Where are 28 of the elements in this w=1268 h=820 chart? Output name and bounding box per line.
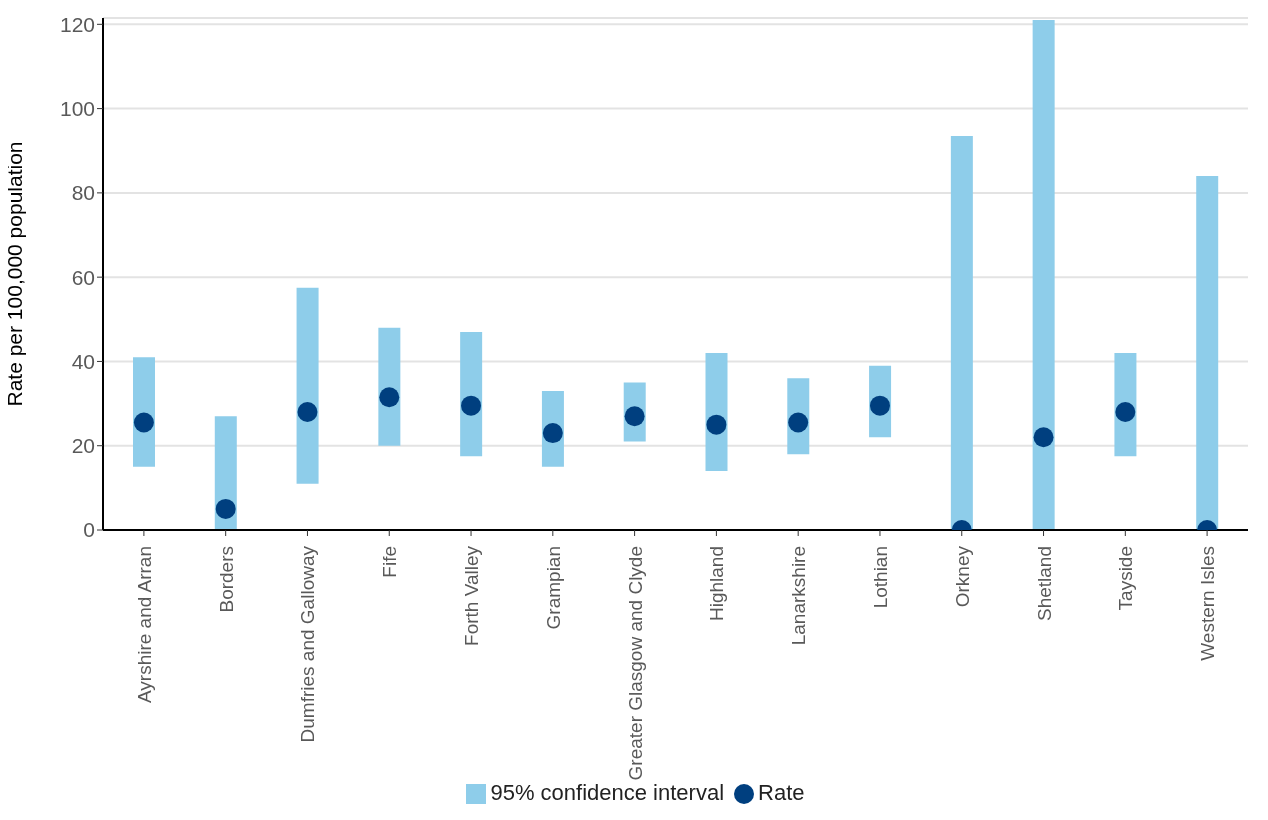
- bar: [296, 287, 319, 484]
- x-tick-label: Western Isles: [1197, 546, 1219, 661]
- legend-label: Rate: [758, 780, 805, 805]
- bar: [1196, 176, 1219, 530]
- bar: [950, 135, 973, 530]
- x-tick-label: Greater Glasgow and Clyde: [624, 546, 646, 781]
- legend-label: 95% confidence interval: [490, 780, 725, 805]
- y-tick-label: 120: [59, 12, 95, 36]
- y-tick-label: 40: [71, 349, 95, 373]
- y-tick-label: 0: [83, 518, 95, 542]
- x-tick-label: Shetland: [1033, 546, 1055, 622]
- x-tick-label: Grampian: [542, 546, 564, 630]
- x-tick-label: Orkney: [951, 545, 973, 608]
- y-tick-label: 80: [71, 181, 95, 205]
- x-tick-label: Forth Valley: [461, 545, 483, 646]
- bar: [1032, 20, 1055, 530]
- x-tick-label: Fife: [379, 546, 401, 578]
- x-tick-label: Tayside: [1115, 546, 1137, 611]
- y-tick-label: 20: [71, 434, 95, 458]
- y-axis-title: Rate per 100,000 population: [3, 141, 27, 407]
- x-tick-label: Borders: [215, 546, 237, 613]
- x-tick-label: Dumfries and Galloway: [297, 545, 319, 743]
- x-tick-label: Lanarkshire: [788, 546, 810, 646]
- x-tick-label: Lothian: [869, 546, 891, 609]
- x-tick-label: Highland: [706, 546, 728, 621]
- y-tick-label: 100: [59, 97, 95, 121]
- x-tick-label: Ayrshire and Arran: [133, 546, 155, 704]
- y-tick-label: 60: [71, 265, 95, 289]
